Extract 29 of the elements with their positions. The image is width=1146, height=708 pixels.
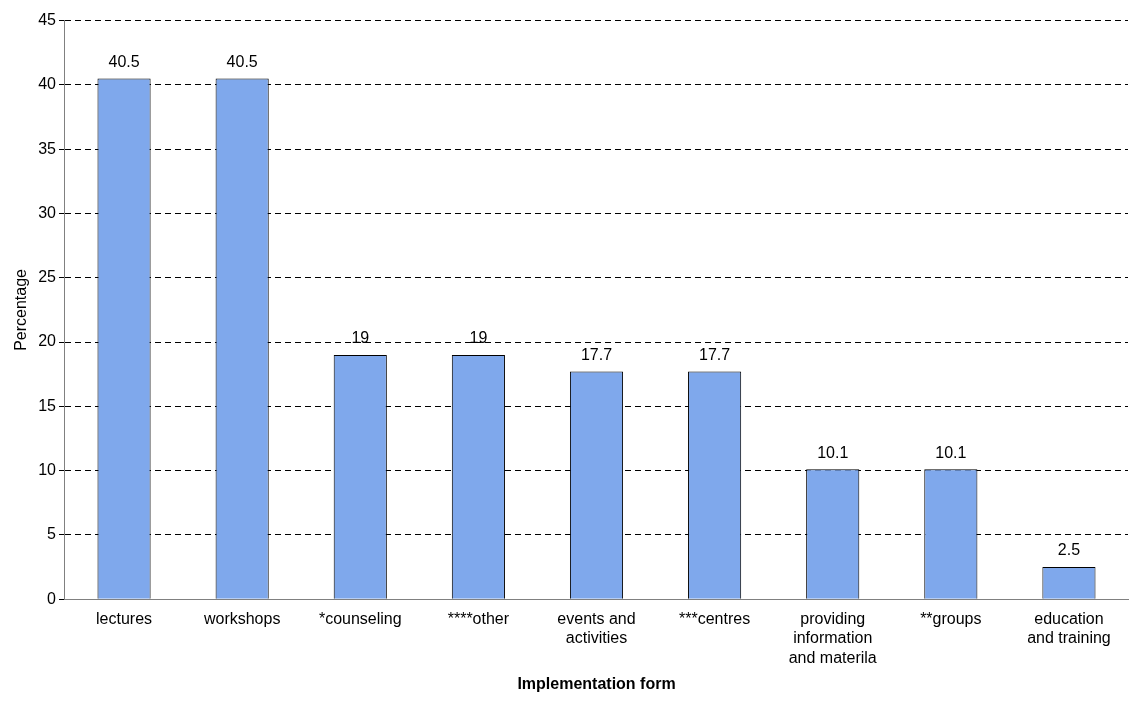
y-tick-label: 0 [47, 589, 57, 607]
x-tick-label: workshops [202, 610, 281, 628]
data-label: 10.1 [935, 443, 967, 461]
data-label: 2.5 [1057, 541, 1081, 559]
x-tick-label: **groups [920, 610, 982, 628]
y-tick-label: 10 [38, 461, 57, 479]
y-tick-label: 20 [38, 332, 57, 350]
y-tick-label: 30 [38, 203, 57, 221]
x-tick-label: ***centres [679, 610, 751, 628]
x-tick-label: events and activities [557, 610, 636, 647]
x-axis-title: Implementation form [517, 674, 676, 692]
data-label: 40.5 [108, 52, 140, 70]
x-tick-label: education and training [1027, 610, 1111, 647]
x-tick-label: providing information and materila [788, 610, 877, 666]
x-tick-label: ****other [447, 610, 510, 628]
y-axis-title: Percentage [12, 268, 30, 351]
x-tick-label: *counseling [318, 610, 402, 628]
data-label: 19 [469, 329, 488, 347]
y-tick-label: 5 [47, 525, 57, 543]
y-tick-label: 45 [38, 11, 57, 29]
y-tick-label: 15 [38, 396, 57, 414]
data-label: 10.1 [817, 443, 849, 461]
y-tick-label: 25 [38, 268, 57, 286]
data-label: 17.7 [699, 346, 731, 364]
data-label: 17.7 [580, 346, 613, 364]
x-tick-label: lectures [96, 610, 153, 628]
y-tick-label: 40 [38, 75, 57, 93]
data-label: 40.5 [226, 52, 258, 70]
y-tick-label: 35 [38, 139, 57, 157]
